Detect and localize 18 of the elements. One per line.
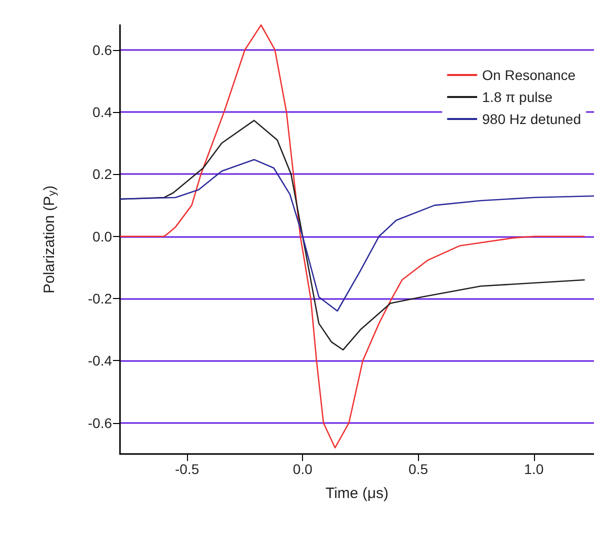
line-series: [119, 158, 594, 312]
y-tick-label: -0.4: [88, 352, 112, 369]
y-tick-label: 0.4: [92, 104, 112, 120]
x-tick-label: -0.5: [174, 461, 200, 477]
x-axis-title: Time (μs): [325, 485, 389, 502]
y-tick-label: -0.2: [88, 290, 112, 307]
y-tick-label: 0.2: [92, 166, 112, 182]
legend-label: 1.8 π pulse: [482, 89, 553, 105]
legend-label: On Resonance: [482, 67, 576, 83]
y-axis-title: Polarization (Py): [41, 185, 58, 294]
x-tick-label: 0.0: [292, 461, 313, 477]
x-tick-label: 1.0: [524, 461, 544, 477]
y-tick-label: 0.0: [92, 228, 112, 244]
y-tick-label: -0.6: [88, 414, 112, 431]
line-series: [119, 24, 586, 448]
x-tick-label: 0.5: [408, 461, 428, 477]
legend-label: 980 Hz detuned: [482, 111, 582, 127]
y-tick-label: 0.6: [92, 42, 112, 58]
